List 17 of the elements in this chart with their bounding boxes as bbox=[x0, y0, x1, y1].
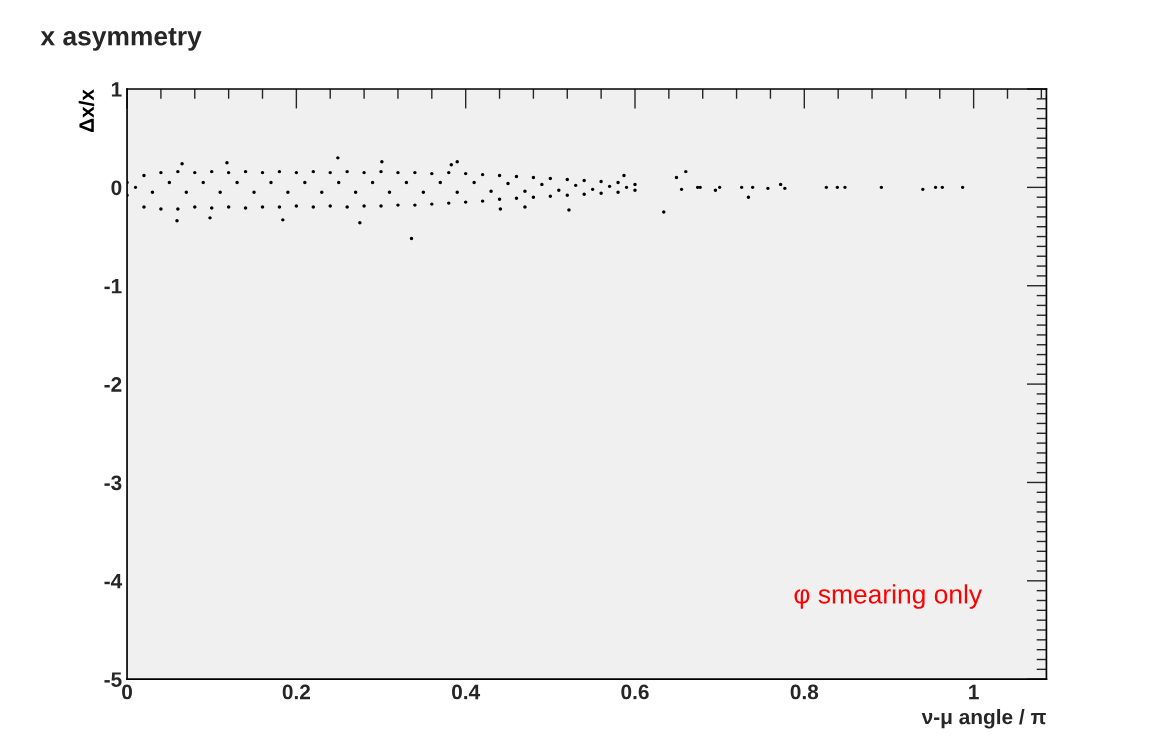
x-tick-label: 0.4 bbox=[452, 684, 481, 700]
x-tick-label: 0.2 bbox=[282, 684, 311, 700]
y-tick-label: -1 bbox=[104, 278, 122, 294]
x-axis-title: ν-μ angle / π bbox=[921, 709, 1046, 729]
x-tick-label: 1 bbox=[969, 684, 979, 700]
y-tick-label: -2 bbox=[104, 377, 122, 392]
y-tick-label: 1 bbox=[111, 82, 122, 97]
x-tick-label: 0 bbox=[122, 684, 132, 700]
y-axis-title: Δx/x bbox=[78, 89, 95, 133]
chart-title: x asymmetry bbox=[40, 28, 202, 51]
y-tick-label: -4 bbox=[104, 574, 123, 589]
annotation: φ smearing only bbox=[794, 584, 983, 609]
x-tick-label: 0.6 bbox=[621, 684, 649, 700]
y-tick-label: -5 bbox=[104, 672, 122, 687]
y-tick-label: 0 bbox=[111, 180, 122, 196]
x-tick-label: 0.8 bbox=[790, 684, 819, 700]
y-tick-label: -3 bbox=[104, 475, 122, 491]
